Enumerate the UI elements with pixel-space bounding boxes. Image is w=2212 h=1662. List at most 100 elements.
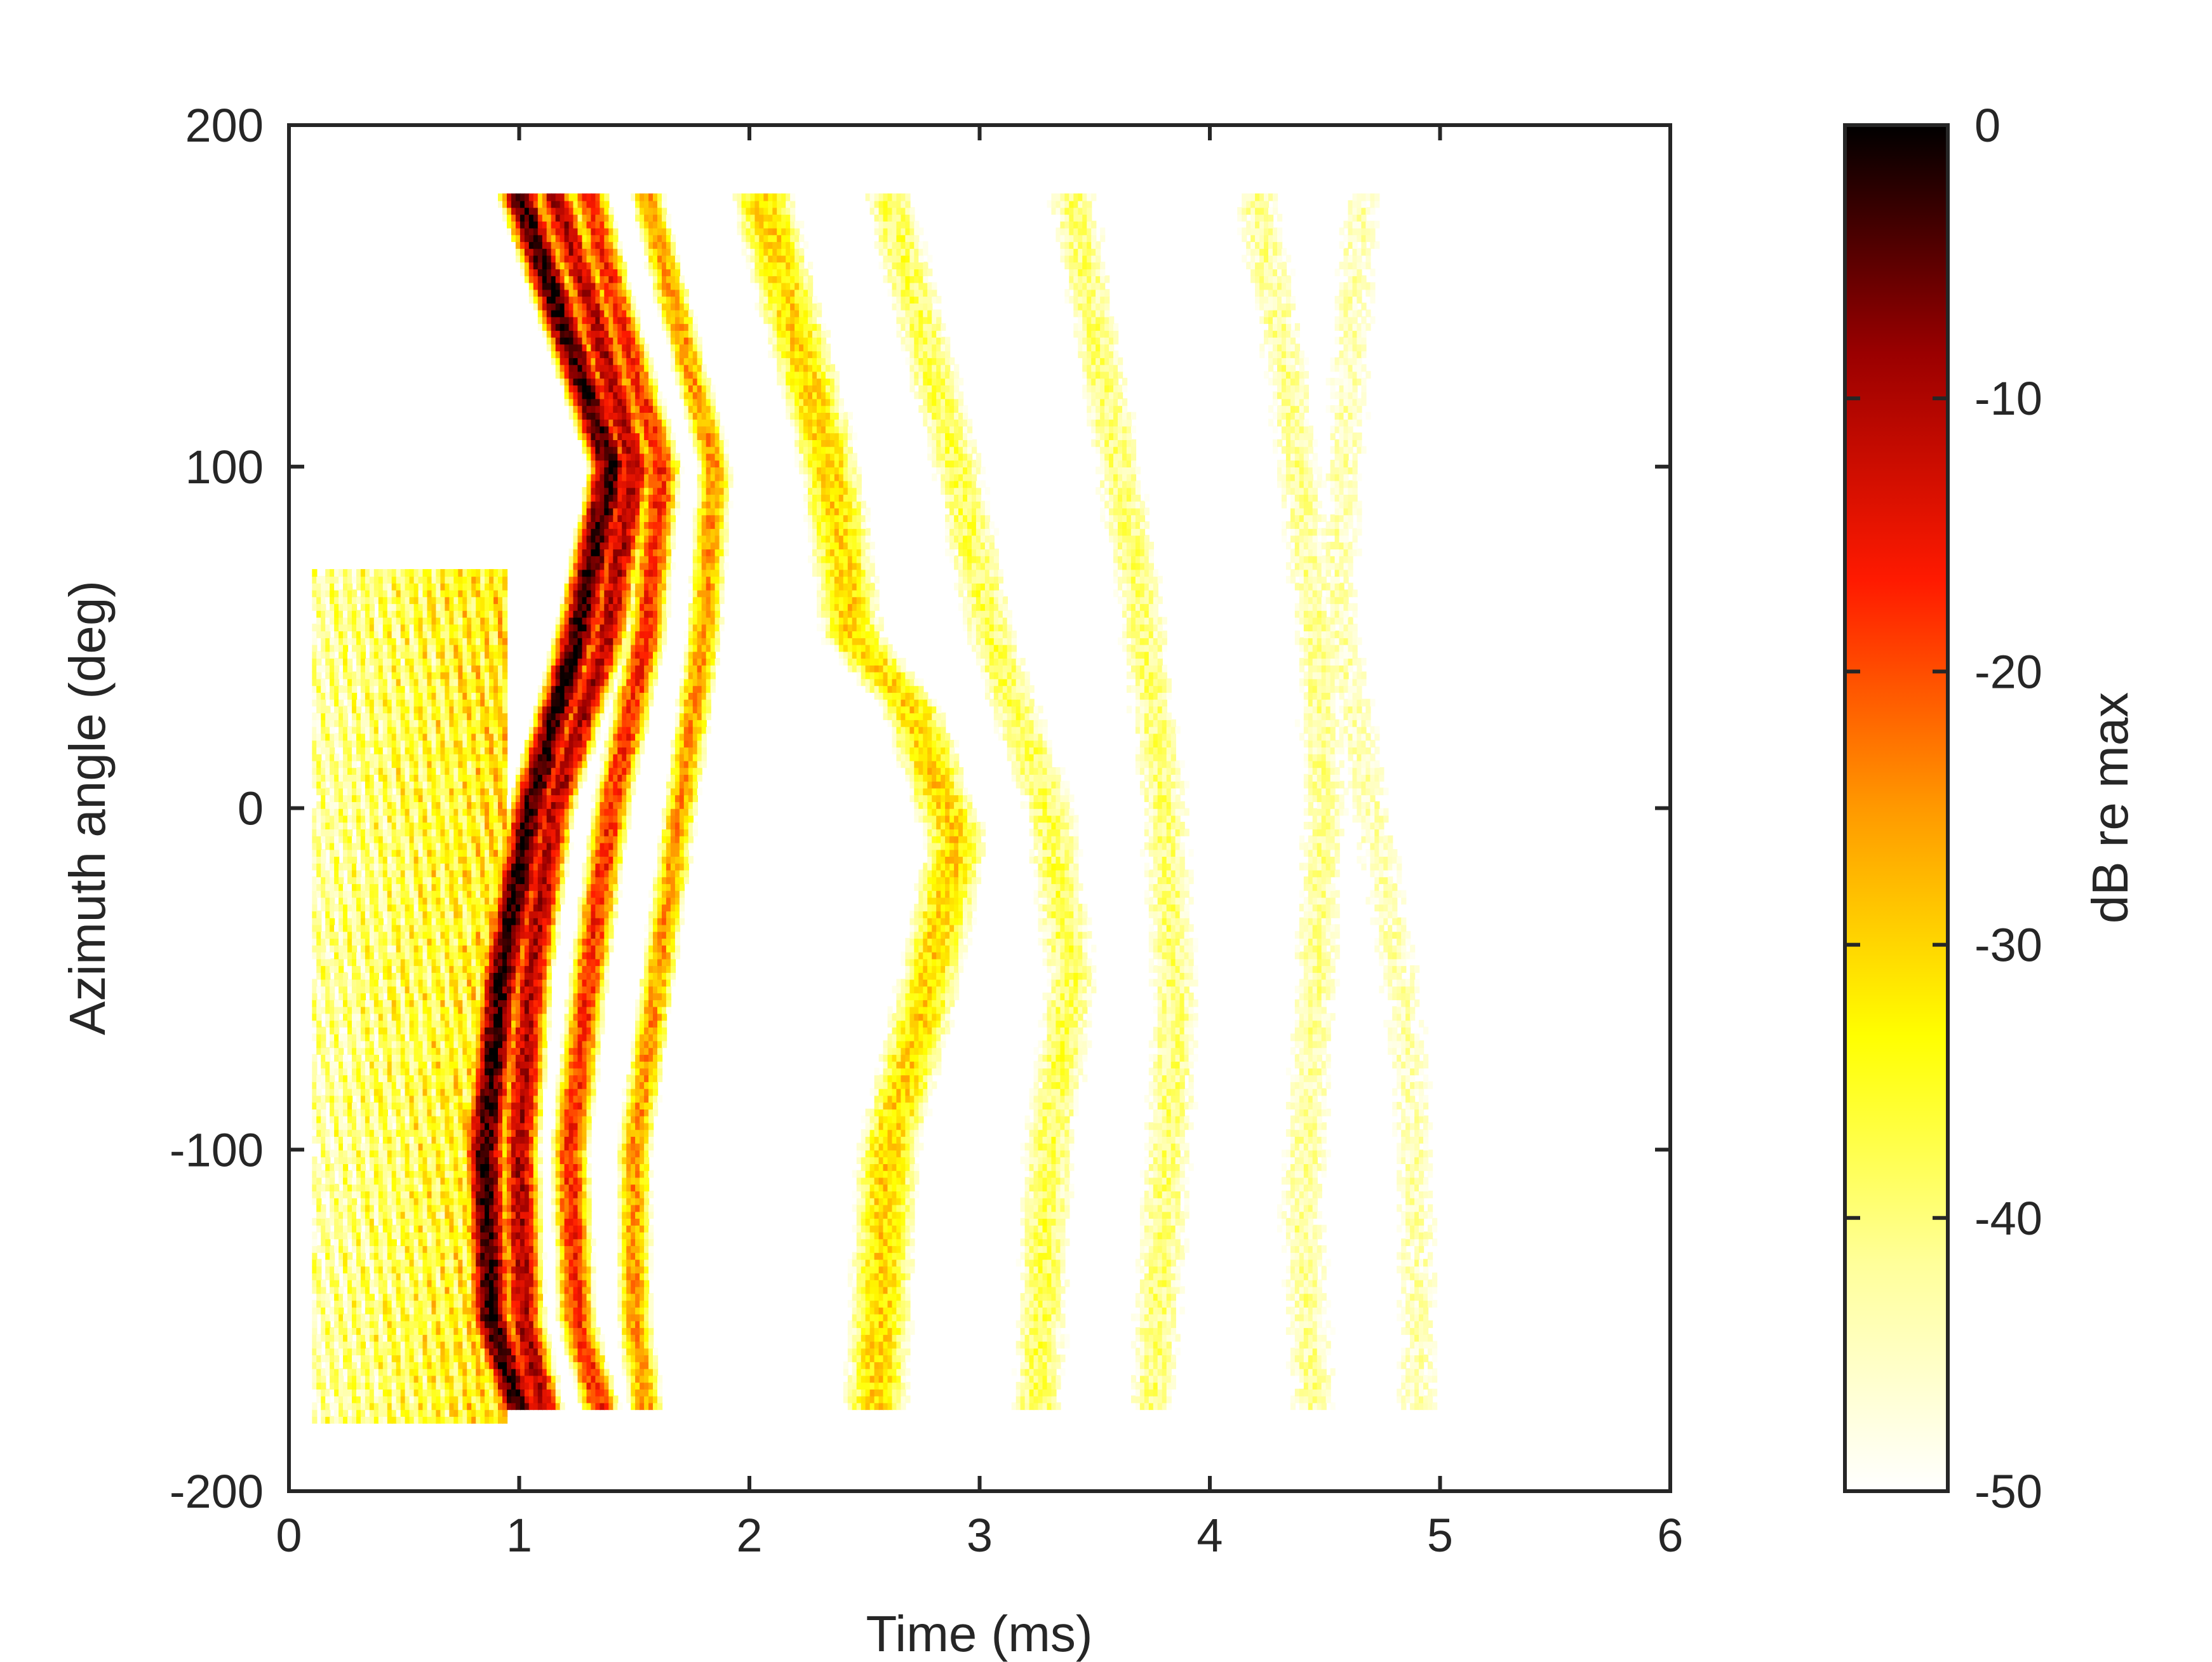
heatmap-cell <box>396 1163 401 1171</box>
heatmap-cell <box>316 1341 321 1348</box>
heatmap-cell <box>383 1177 388 1184</box>
heatmap-cell <box>361 1273 366 1280</box>
heatmap-cell <box>316 1204 321 1212</box>
heatmap-cell <box>436 1238 441 1246</box>
heatmap-cell <box>467 1211 472 1219</box>
heatmap-cell <box>476 1320 481 1328</box>
heatmap-cell <box>330 1286 335 1294</box>
heatmap-cell <box>1180 1286 1185 1294</box>
heatmap-cell <box>870 1191 875 1198</box>
heatmap-cell <box>626 1156 631 1164</box>
heatmap-cell <box>405 1170 410 1178</box>
heatmap-cell <box>608 1375 613 1383</box>
heatmap-cell <box>1038 1143 1043 1151</box>
heatmap-cell <box>896 1245 901 1253</box>
heatmap-cell <box>405 1191 410 1198</box>
heatmap-cell <box>485 1320 490 1328</box>
heatmap-cell <box>608 1402 613 1410</box>
heatmap-cell <box>1313 1163 1318 1171</box>
heatmap-cell <box>1149 1307 1154 1315</box>
heatmap-cell <box>529 1191 534 1198</box>
heatmap-cell <box>1410 1211 1415 1219</box>
heatmap-cell <box>334 1143 339 1151</box>
heatmap-cell <box>582 1259 587 1266</box>
heatmap-cell <box>1051 1382 1056 1390</box>
heatmap-cell <box>644 1382 649 1390</box>
heatmap-cell <box>1043 1286 1048 1294</box>
heatmap-cell <box>1043 1198 1048 1205</box>
heatmap-cell <box>445 1245 450 1253</box>
heatmap-cell <box>445 1143 450 1151</box>
heatmap-cell <box>334 1313 339 1321</box>
heatmap-cell <box>379 1218 384 1226</box>
heatmap-cell <box>909 1204 915 1212</box>
heatmap-cell <box>423 1177 428 1184</box>
heatmap-cell <box>1432 1368 1437 1376</box>
heatmap-cell <box>347 1280 352 1287</box>
heatmap-cell <box>1295 1156 1300 1164</box>
heatmap-cell <box>1419 1218 1424 1226</box>
heatmap-cell <box>1056 1149 1061 1157</box>
heatmap-cell <box>1034 1259 1039 1266</box>
heatmap-cell <box>644 1355 649 1362</box>
heatmap-cell <box>1131 1313 1136 1321</box>
heatmap-cell <box>1158 1149 1163 1157</box>
heatmap-cell <box>551 1382 556 1390</box>
heatmap-cell <box>396 1348 401 1355</box>
heatmap-cell <box>635 1307 640 1315</box>
heatmap-cell <box>502 1191 507 1198</box>
heatmap-cell <box>343 1177 348 1184</box>
heatmap-cell <box>1038 1170 1043 1178</box>
heatmap-cell <box>909 1225 915 1233</box>
heatmap-cell <box>635 1143 640 1151</box>
heatmap-cell <box>476 1129 481 1137</box>
heatmap-cell <box>888 1198 893 1205</box>
heatmap-cell <box>374 1149 379 1157</box>
heatmap-cell <box>1158 1191 1163 1198</box>
heatmap-cell <box>467 1218 472 1226</box>
heatmap-cell <box>445 1198 450 1205</box>
heatmap-cell <box>1144 1252 1150 1260</box>
heatmap-cell <box>1290 1402 1296 1410</box>
heatmap-cell <box>1038 1348 1043 1355</box>
heatmap-cell <box>467 1273 472 1280</box>
heatmap-cell <box>1021 1293 1026 1301</box>
heatmap-cell <box>857 1218 862 1226</box>
heatmap-cell <box>458 1375 463 1383</box>
heatmap-cell <box>347 1313 352 1321</box>
heatmap-cell <box>529 1231 534 1239</box>
heatmap-cell <box>1149 1334 1154 1342</box>
heatmap-cell <box>657 1382 662 1390</box>
heatmap-cell <box>1176 1280 1181 1287</box>
heatmap-cell <box>1428 1259 1433 1266</box>
heatmap-cell <box>330 1218 335 1226</box>
heatmap-cell <box>901 1334 906 1342</box>
heatmap-cell <box>1034 1313 1039 1321</box>
heatmap-cell <box>520 1218 525 1226</box>
heatmap-cell <box>1038 1149 1043 1157</box>
heatmap-cell <box>1167 1341 1172 1348</box>
heatmap-cell <box>1149 1327 1154 1335</box>
heatmap-cell <box>1149 1293 1154 1301</box>
heatmap-cell <box>1158 1286 1163 1294</box>
heatmap-cell <box>857 1341 862 1348</box>
heatmap-cell <box>1428 1225 1433 1233</box>
heatmap-cell <box>573 1245 579 1253</box>
heatmap-cell <box>423 1245 428 1253</box>
heatmap-cell <box>516 1225 521 1233</box>
heatmap-cell <box>1317 1313 1322 1321</box>
heatmap-cell <box>445 1355 450 1362</box>
heatmap-cell <box>529 1238 534 1246</box>
heatmap-cell <box>498 1362 503 1369</box>
heatmap-cell <box>533 1313 539 1321</box>
heatmap-cell <box>1060 1313 1065 1321</box>
heatmap-cell <box>1282 1198 1287 1205</box>
heatmap-cell <box>888 1225 893 1233</box>
heatmap-cell <box>436 1416 441 1424</box>
heatmap-cell <box>635 1163 640 1171</box>
heatmap-cell <box>365 1273 370 1280</box>
heatmap-cell <box>361 1129 366 1137</box>
heatmap-cell <box>458 1163 463 1171</box>
heatmap-cell <box>648 1259 654 1266</box>
heatmap-cell <box>644 1218 649 1226</box>
